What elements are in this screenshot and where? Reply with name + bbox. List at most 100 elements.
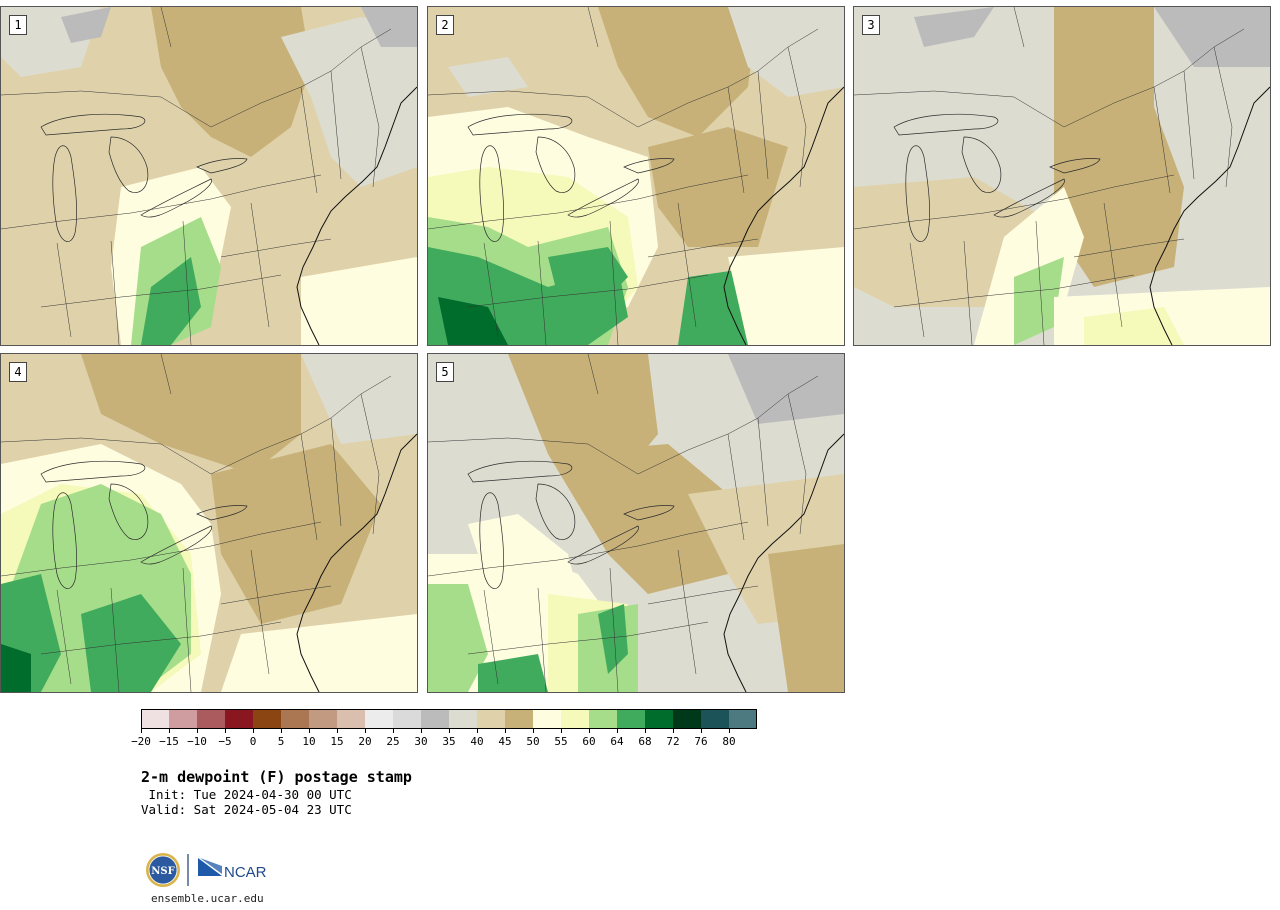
colorbar-swatch <box>477 709 505 729</box>
colorbar-tick <box>589 729 590 733</box>
great-lake <box>623 505 675 521</box>
coastline <box>296 86 417 345</box>
central-dry <box>548 444 728 594</box>
colorbar-tick <box>197 729 198 733</box>
state-border <box>609 220 619 345</box>
colorbar-tick <box>281 729 282 733</box>
dry-band-south <box>1054 107 1184 287</box>
state-border <box>1 521 322 577</box>
great-lake <box>479 145 504 242</box>
state-border <box>787 393 807 535</box>
state-border <box>428 28 819 128</box>
colorbar-swatch <box>281 709 309 729</box>
dewpoint-map-4 <box>1 354 417 692</box>
state-border <box>537 240 547 345</box>
great-lake <box>140 525 213 565</box>
dewpoint-map-3 <box>854 7 1270 345</box>
colorbar-swatch <box>309 709 337 729</box>
stamp-panel-2: 2 <box>427 6 845 346</box>
valid-time: Valid: Sat 2024-05-04 23 UTC <box>141 802 352 817</box>
colorbar-tick <box>729 729 730 733</box>
colorbar-swatch <box>561 709 589 729</box>
colorbar-swatch <box>253 709 281 729</box>
colorbar-tick-label: 10 <box>302 735 316 748</box>
colorbar-tick-label: 68 <box>638 735 652 748</box>
colorbar-tick <box>477 729 478 733</box>
state-border <box>250 202 270 328</box>
colorbar-tick-label: 40 <box>470 735 484 748</box>
state-border <box>330 417 342 527</box>
colorbar-tick-label: 50 <box>526 735 540 748</box>
coastline <box>723 86 844 345</box>
colorbar-tick-label: 35 <box>442 735 456 748</box>
great-lake <box>40 113 146 136</box>
great-lake <box>905 145 930 242</box>
north-cold <box>61 7 111 43</box>
state-border <box>467 274 709 308</box>
moist-north <box>468 514 578 604</box>
chart-title: 2-m dewpoint (F) postage stamp <box>141 768 412 786</box>
stamp-panel-5: 5 <box>427 353 845 693</box>
state-border <box>609 567 619 692</box>
coastline <box>723 433 844 692</box>
great-lake <box>993 178 1066 218</box>
colorbar-tick-label: 76 <box>694 735 708 748</box>
init-time: Init: Tue 2024-04-30 00 UTC <box>141 787 352 802</box>
humid-peak <box>598 604 628 674</box>
colorbar-tick-label: 45 <box>498 735 512 748</box>
logos: NSF NCAR <box>146 852 276 888</box>
state-border <box>483 242 499 338</box>
great-lake <box>567 178 640 218</box>
state-border <box>757 417 769 527</box>
colorbar-tick <box>561 729 562 733</box>
state-border <box>483 589 499 685</box>
svg-text:NSF: NSF <box>151 866 174 877</box>
state-border <box>182 220 192 345</box>
state-border <box>467 621 709 655</box>
dewpoint-map-5 <box>428 354 844 692</box>
colorbar-tick <box>505 729 506 733</box>
colorbar-swatch <box>421 709 449 729</box>
colorbar-tick <box>393 729 394 733</box>
svg-text:NCAR: NCAR <box>224 864 267 881</box>
colorbar-tick <box>253 729 254 733</box>
colorbar-tick-label: 25 <box>386 735 400 748</box>
state-border <box>677 549 697 675</box>
dry-zone <box>81 354 301 474</box>
state-border <box>40 621 282 655</box>
colorbar-tick-label: 15 <box>330 735 344 748</box>
colorbar-tick <box>169 729 170 733</box>
colorbar-swatch <box>589 709 617 729</box>
great-lake <box>535 483 576 540</box>
state-border <box>787 46 807 188</box>
state-border <box>428 521 749 577</box>
colorbar-swatch <box>365 709 393 729</box>
colorbar-tick <box>449 729 450 733</box>
great-lake <box>1049 158 1101 174</box>
moist-core <box>1014 257 1064 345</box>
great-lake <box>196 158 248 174</box>
state-border <box>56 242 72 338</box>
state-border <box>909 242 925 338</box>
state-border <box>854 174 1175 230</box>
colorbar-tick <box>309 729 310 733</box>
ne-cold <box>728 354 844 424</box>
state-border <box>1213 46 1233 188</box>
colorbar-swatch <box>533 709 561 729</box>
state-border <box>537 587 547 692</box>
colorbar-tick-label: 72 <box>666 735 680 748</box>
state-border <box>182 567 192 692</box>
panel-label-2: 2 <box>436 15 454 35</box>
colorbar-tick-label: −10 <box>187 735 207 748</box>
state-border <box>1035 220 1045 345</box>
humid-south <box>478 654 548 692</box>
cool-zone <box>728 7 844 97</box>
colorbar-swatch <box>393 709 421 729</box>
moist-peak <box>141 257 201 345</box>
great-lake <box>467 460 573 483</box>
humid-core-2 <box>548 247 628 307</box>
coastline <box>296 433 417 692</box>
colorbar-tick <box>365 729 366 733</box>
stamp-panel-4: 4 <box>0 353 418 693</box>
state-border <box>110 587 120 692</box>
